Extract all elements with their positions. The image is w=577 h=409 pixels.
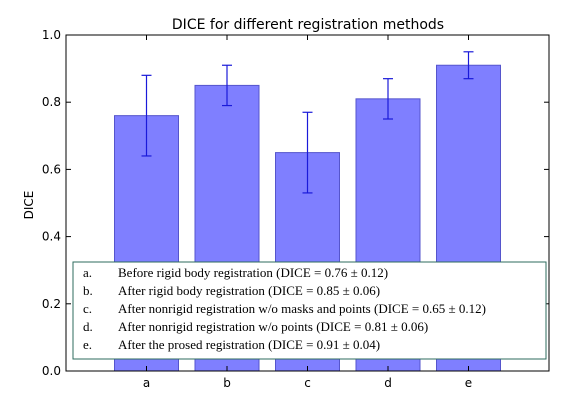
annotation-text: After nonrigid registration w/o masks an… — [118, 301, 486, 316]
error-bar-d — [383, 78, 393, 120]
error-bar-b — [222, 64, 232, 107]
annotation-text: After nonrigid registration w/o points (… — [118, 319, 428, 334]
error-bar-a — [141, 74, 152, 157]
x-tick-label-e: e — [465, 376, 472, 390]
error-bar-c — [302, 111, 313, 194]
x-tick-label-a: a — [143, 376, 150, 390]
annotation-letter: c. — [83, 301, 92, 316]
annotation-letter: e. — [83, 337, 92, 352]
annotation-text: After the prosed registration (DICE = 0.… — [118, 337, 380, 352]
error-bar-e — [463, 51, 474, 80]
y-tick-label: 1.0 — [42, 28, 61, 42]
y-tick-label: 0.0 — [42, 364, 61, 378]
y-tick-label: 0.2 — [42, 297, 61, 311]
annotation-border — [72, 261, 547, 360]
annotation-letter: a. — [83, 265, 92, 280]
ticks-layer: a b c d e 0.0 0.2 0.4 0.6 0.8 1.0 — [42, 28, 549, 390]
y-tick-label: 0.4 — [42, 230, 61, 244]
y-tick-label: 0.8 — [42, 95, 61, 109]
y-tick-label: 0.6 — [42, 162, 61, 176]
x-tick-label-c: c — [304, 376, 311, 390]
annotation-letter: b. — [83, 283, 93, 298]
annotation-letter: d. — [83, 319, 93, 334]
annotation-text: Before rigid body registration (DICE = 0… — [118, 265, 388, 280]
x-tick-label-b: b — [223, 376, 231, 390]
annotation-text: After rigid body registration (DICE = 0.… — [118, 283, 380, 298]
chart-title: DICE for different registration methods — [172, 17, 444, 33]
x-tick-label-d: d — [384, 376, 392, 390]
annotation-box: a. Before rigid body registration (DICE =… — [72, 261, 547, 360]
error-bars-layer — [141, 51, 474, 194]
y-axis-label: DICE — [22, 191, 36, 220]
